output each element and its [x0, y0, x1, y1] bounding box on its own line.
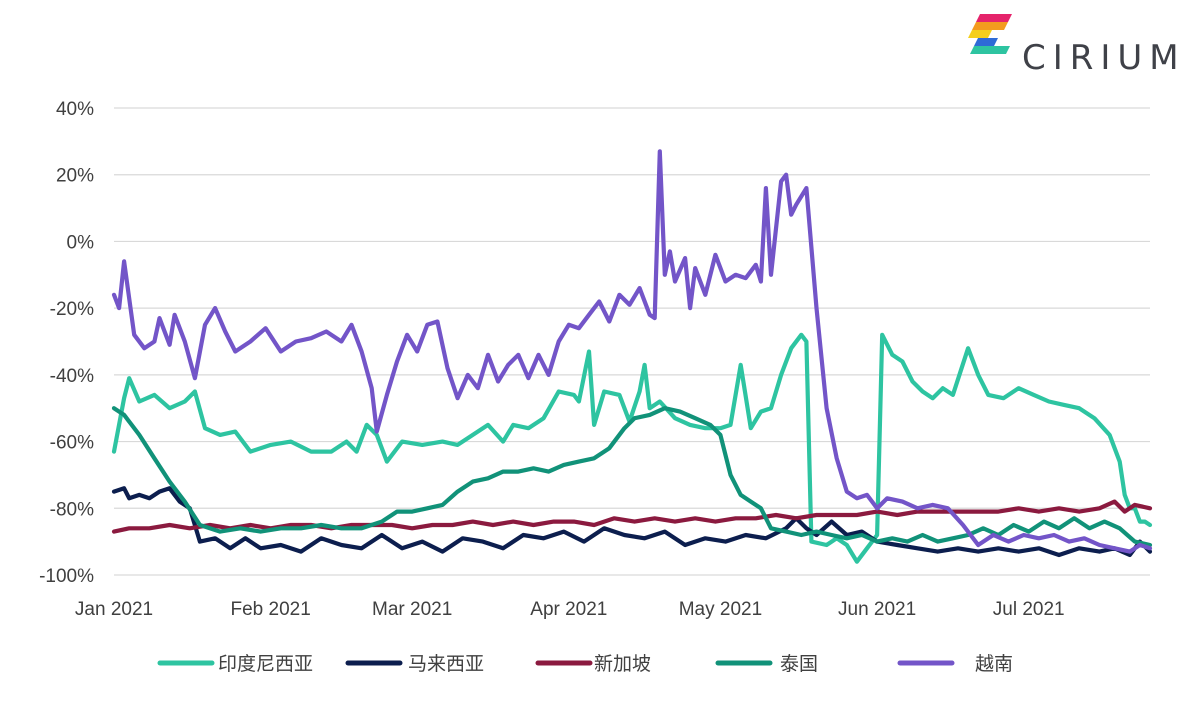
legend-label: 印度尼西亚 — [218, 653, 313, 675]
x-tick-label: Jul 2021 — [993, 599, 1065, 620]
x-tick-label: Feb 2021 — [231, 599, 311, 620]
cirium-logo-mark — [968, 14, 1012, 54]
series-line-1 — [111, 486, 1153, 558]
series-line-2 — [111, 499, 1153, 534]
legend-label: 泰国 — [780, 653, 818, 675]
series-lines — [111, 149, 1153, 564]
x-tick-label: Apr 2021 — [530, 599, 607, 620]
y-tick-label: -20% — [50, 299, 94, 320]
brand-name: CIRIUM — [1022, 38, 1186, 78]
legend-label: 新加坡 — [594, 653, 651, 675]
legend-label: 马来西亚 — [408, 653, 484, 675]
y-axis-ticks: 40% 20% 0% -20% -40% -60% -80% -100% — [39, 99, 94, 587]
x-tick-label: Mar 2021 — [372, 599, 452, 620]
series-line-4 — [111, 149, 1153, 554]
series-line-0 — [111, 332, 1153, 564]
x-tick-label: May 2021 — [679, 599, 762, 620]
y-tick-label: 20% — [56, 166, 94, 187]
y-tick-label: -40% — [50, 366, 94, 387]
gridlines — [114, 107, 1150, 576]
y-tick-label: 40% — [56, 99, 94, 120]
legend-label: 越南 — [975, 653, 1013, 675]
y-tick-label: -60% — [50, 433, 94, 454]
series-line-3 — [111, 406, 1153, 548]
y-tick-label: -100% — [39, 566, 94, 587]
cirium-logo — [968, 8, 1188, 78]
x-tick-label: Jun 2021 — [838, 599, 916, 620]
legend: 印度尼西亚 马来西亚 新加坡 泰国 越南 — [157, 653, 1013, 675]
y-tick-label: -80% — [50, 499, 94, 520]
y-tick-label: 0% — [67, 232, 95, 253]
x-axis-ticks: Jan 2021 Feb 2021 Mar 2021 Apr 2021 May 2021… — [75, 599, 1065, 620]
x-tick-label: Jan 2021 — [75, 599, 153, 620]
